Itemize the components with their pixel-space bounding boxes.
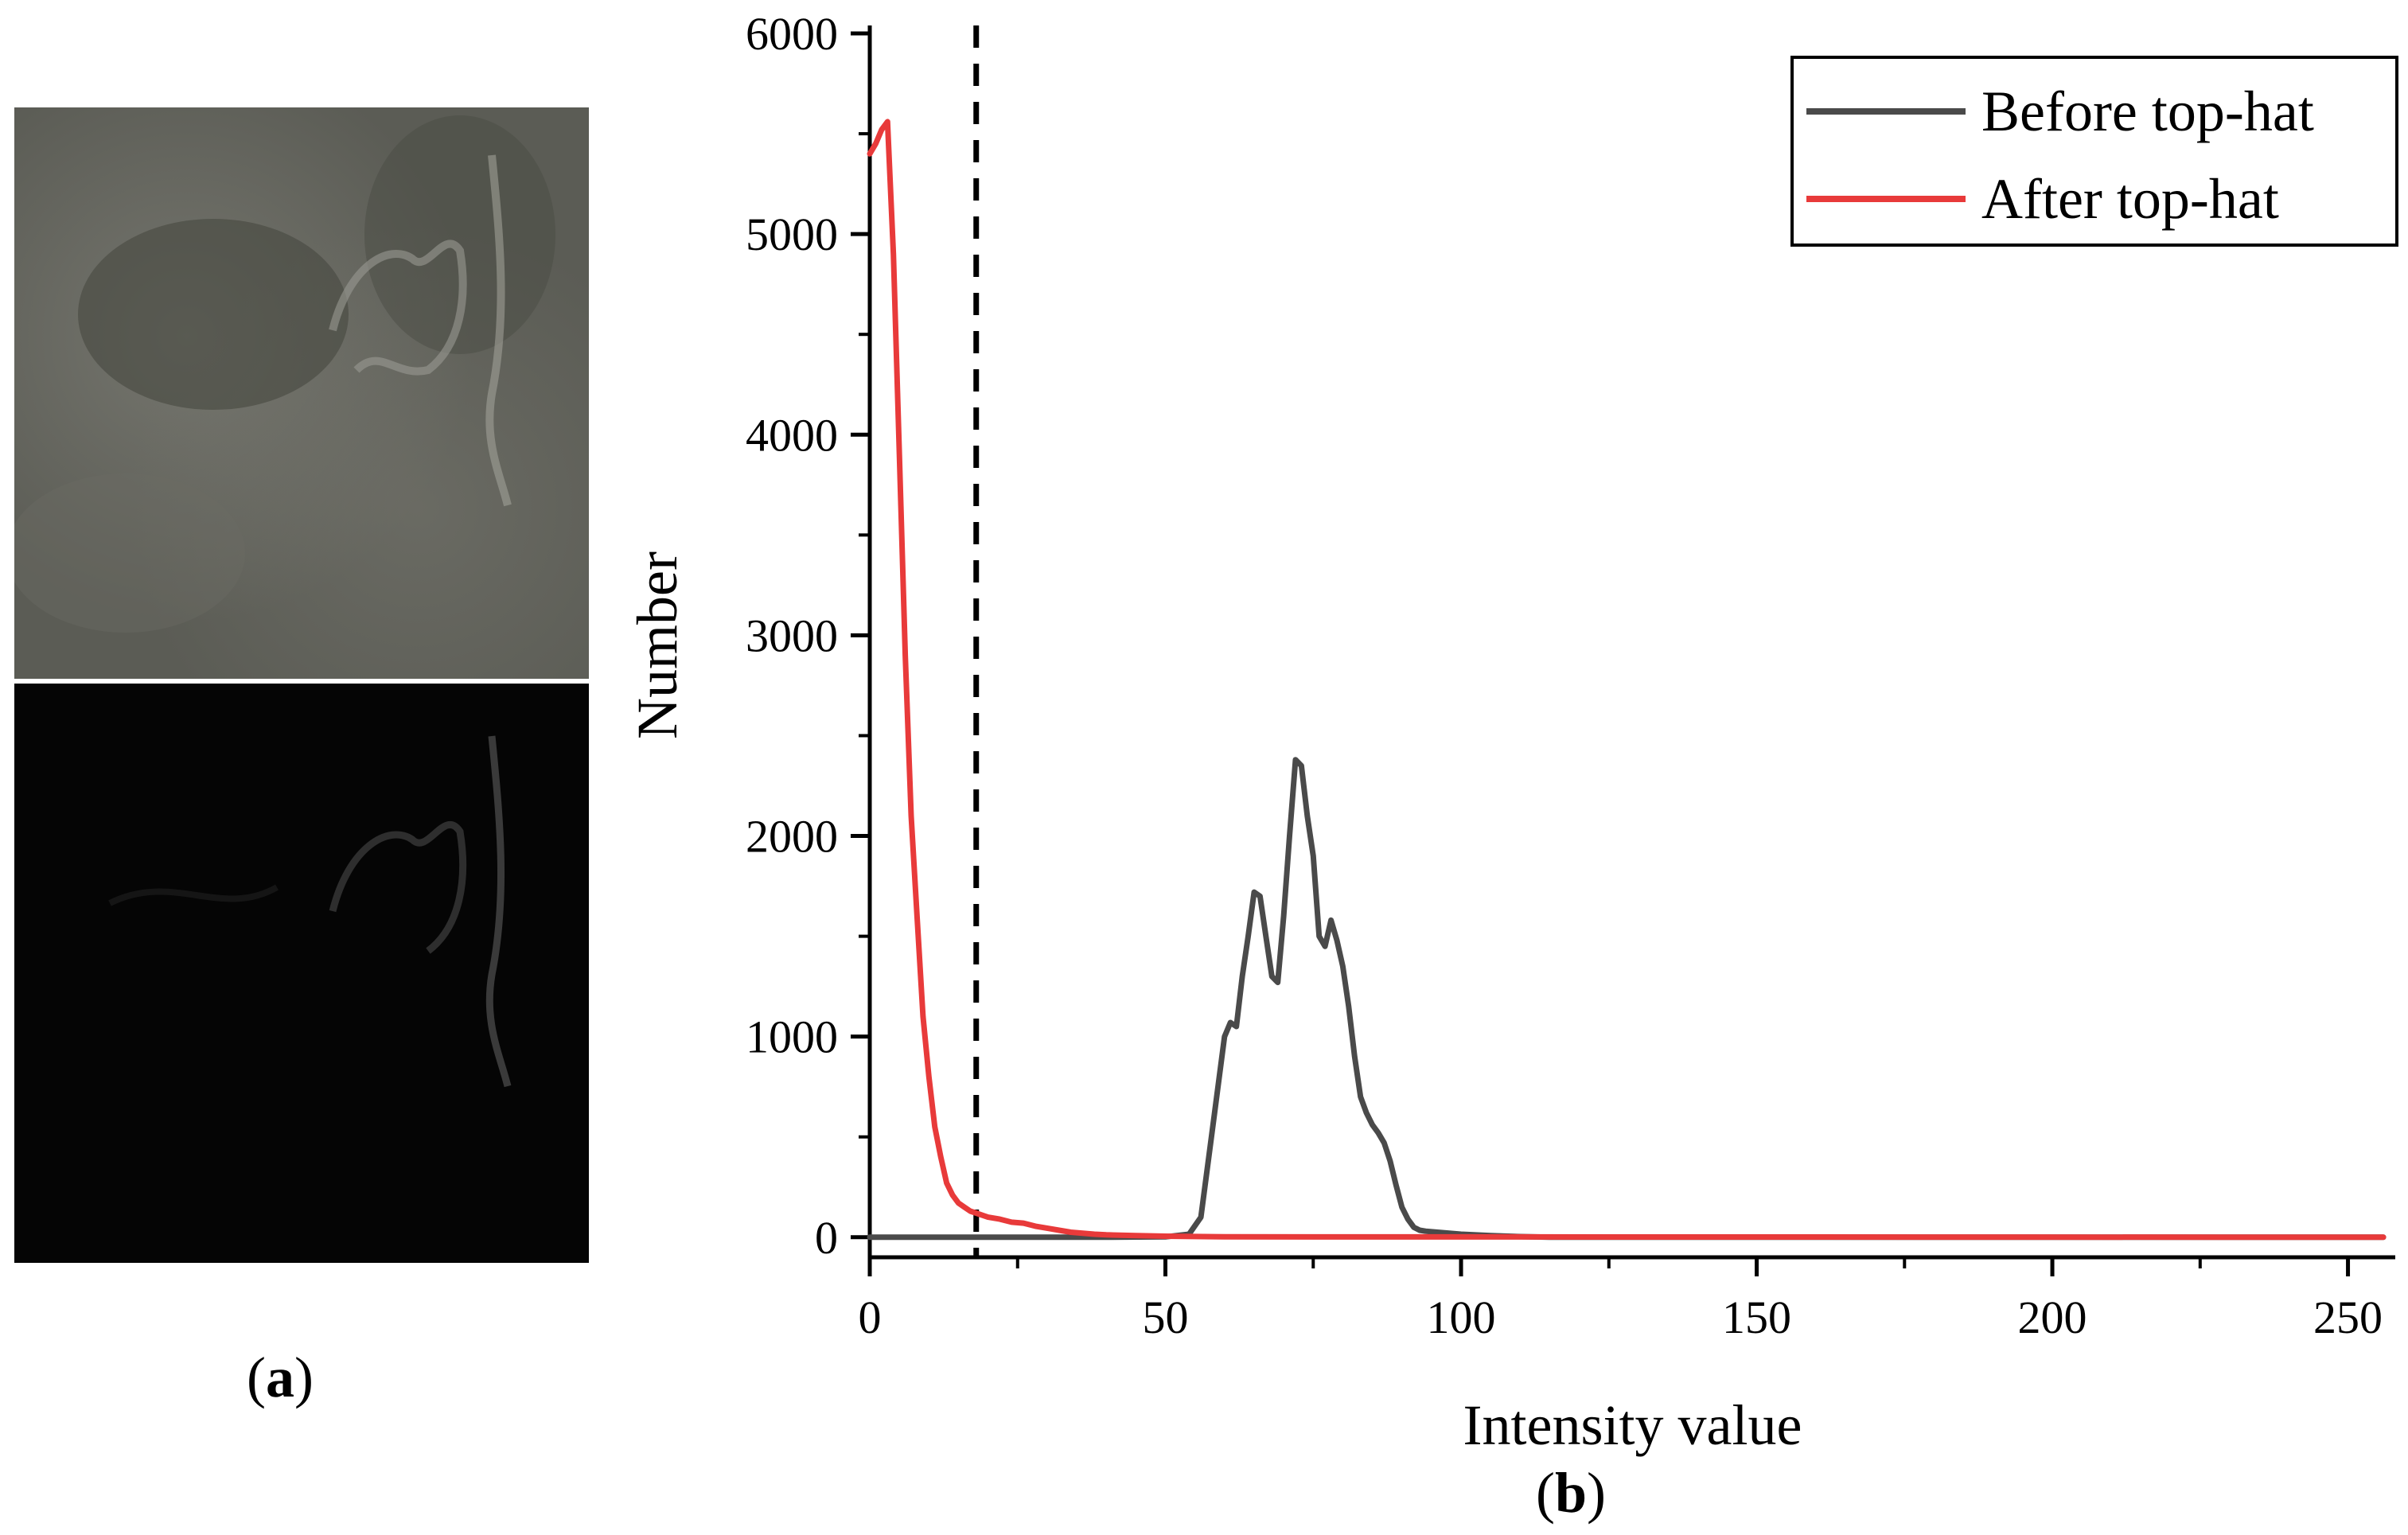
x-axis-title: Intensity value — [1463, 1393, 1802, 1457]
axes — [867, 25, 2395, 1260]
x-tick-label: 100 — [1427, 1292, 1496, 1343]
x-tick-label: 50 — [1143, 1292, 1189, 1343]
image-divider — [14, 679, 589, 684]
x-tick-label: 150 — [1722, 1292, 1791, 1343]
legend-label-2: After top-hat — [1981, 167, 2279, 231]
y-tick-label: 6000 — [746, 8, 838, 60]
image-panel — [14, 107, 589, 1263]
legend: Before top-hat After top-hat — [1790, 56, 2398, 247]
x-tick-label: 0 — [859, 1292, 882, 1343]
tophat-image — [14, 684, 589, 1263]
y-tick-label: 0 — [815, 1212, 838, 1264]
y-tick-label: 3000 — [746, 610, 838, 661]
series-line-2 — [867, 119, 2387, 1241]
series — [867, 119, 2387, 1241]
legend-box — [1790, 56, 2398, 247]
legend-label-1: Before top-hat — [1981, 80, 2314, 143]
y-tick-label: 4000 — [746, 409, 838, 461]
y-tick-label: 2000 — [746, 811, 838, 863]
original-image — [14, 107, 589, 679]
y-tick-label: 5000 — [746, 208, 838, 260]
panel-a-label: (a) — [247, 1346, 314, 1409]
ticks: 0 50 100 150 200 250 0 1000 2000 3000 4000 5000 6000 — [746, 8, 2383, 1343]
series-line-1 — [867, 757, 2387, 1241]
panel-b-label: (b) — [1536, 1461, 1607, 1525]
x-tick-label: 200 — [2018, 1292, 2087, 1343]
y-tick-label: 1000 — [746, 1011, 838, 1063]
x-tick-label: 250 — [2313, 1292, 2383, 1343]
y-axis-title: Number — [625, 551, 689, 739]
